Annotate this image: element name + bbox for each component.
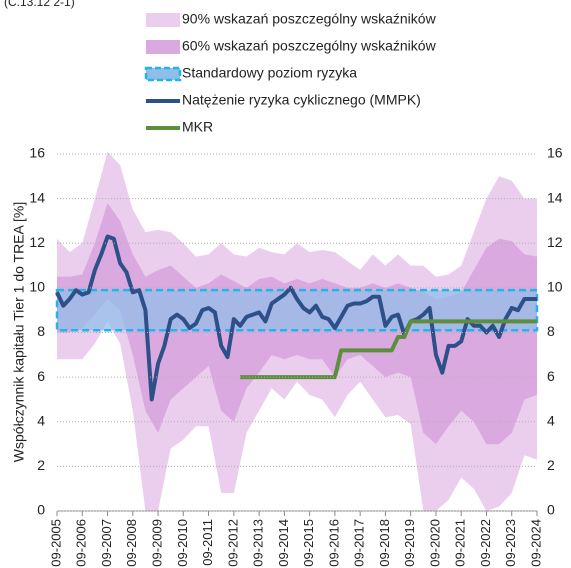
x-tick-label: 09-2018 xyxy=(377,519,392,567)
y2-tick-label: 0 xyxy=(547,502,555,518)
y-tick-label: 10 xyxy=(29,279,45,295)
x-tick-label: 09-2008 xyxy=(124,519,139,567)
y2-tick-label: 4 xyxy=(547,412,555,428)
y2-tick-label: 8 xyxy=(547,323,555,339)
y-tick-label: 0 xyxy=(37,502,45,518)
legend-label: 90% wskazań poszczególny wskaźników xyxy=(182,11,437,27)
y2-tick-label: 12 xyxy=(547,234,563,250)
legend-label: Natężenie ryzyka cyklicznego (MMPK) xyxy=(182,92,421,108)
x-tick-label: 09-2016 xyxy=(326,519,341,567)
y-tick-label: 6 xyxy=(37,368,45,384)
y-tick-label: 16 xyxy=(29,145,45,161)
y-tick-label: 2 xyxy=(37,457,45,473)
y2-tick-label: 14 xyxy=(547,189,563,205)
legend-label: 60% wskazań poszczególny wskaźników xyxy=(182,38,437,54)
x-tick-label: 09-2011 xyxy=(200,519,215,566)
y-tick-label: 4 xyxy=(37,412,45,428)
x-tick-label: 09-2014 xyxy=(276,519,291,567)
y2-tick-label: 10 xyxy=(547,279,563,295)
x-tick-label: 09-2020 xyxy=(427,519,442,567)
legend-swatch xyxy=(144,66,182,82)
legend: 90% wskazań poszczególny wskaźników 60% w… xyxy=(144,11,437,135)
y2-tick-label: 6 xyxy=(547,368,555,384)
x-tick-label: 09-2019 xyxy=(402,519,417,567)
x-tick-label: 09-2006 xyxy=(74,519,89,567)
chart-code: (C.13.12 2-1) xyxy=(4,0,75,9)
y2-tick-label: 2 xyxy=(547,457,555,473)
series-line xyxy=(55,234,537,402)
x-tick-label: 09-2009 xyxy=(149,519,164,567)
x-tick-label: 09-2015 xyxy=(301,519,316,567)
x-tick-label: 09-2022 xyxy=(478,519,493,567)
x-tick-label: 09-2013 xyxy=(251,519,266,567)
x-tick-label: 09-2021 xyxy=(453,519,468,567)
x-tick-label: 09-2007 xyxy=(99,519,114,567)
legend-label: Standardowy poziom ryzyka xyxy=(182,65,357,81)
x-tick-label: 09-2010 xyxy=(175,519,190,567)
series-line xyxy=(240,319,537,380)
series-layer xyxy=(55,151,539,512)
grid xyxy=(57,153,537,512)
legend-swatch xyxy=(146,13,180,27)
x-tick-label: 09-2023 xyxy=(503,519,518,567)
y-tick-label: 8 xyxy=(37,323,45,339)
y-axis-label: Współczynnik kapitału Tier 1 do TREA [%] xyxy=(11,202,27,462)
x-tick-label: 09-2024 xyxy=(528,519,543,567)
x-tick-label: 09-2005 xyxy=(48,519,63,567)
x-tick-label: 09-2012 xyxy=(225,519,240,567)
y2-tick-label: 16 xyxy=(547,145,563,161)
y-tick-label: 12 xyxy=(29,234,45,250)
legend-label: MKR xyxy=(182,119,213,135)
legend-swatch xyxy=(146,40,180,54)
y-tick-label: 14 xyxy=(29,189,45,205)
x-tick-label: 09-2017 xyxy=(352,519,367,567)
